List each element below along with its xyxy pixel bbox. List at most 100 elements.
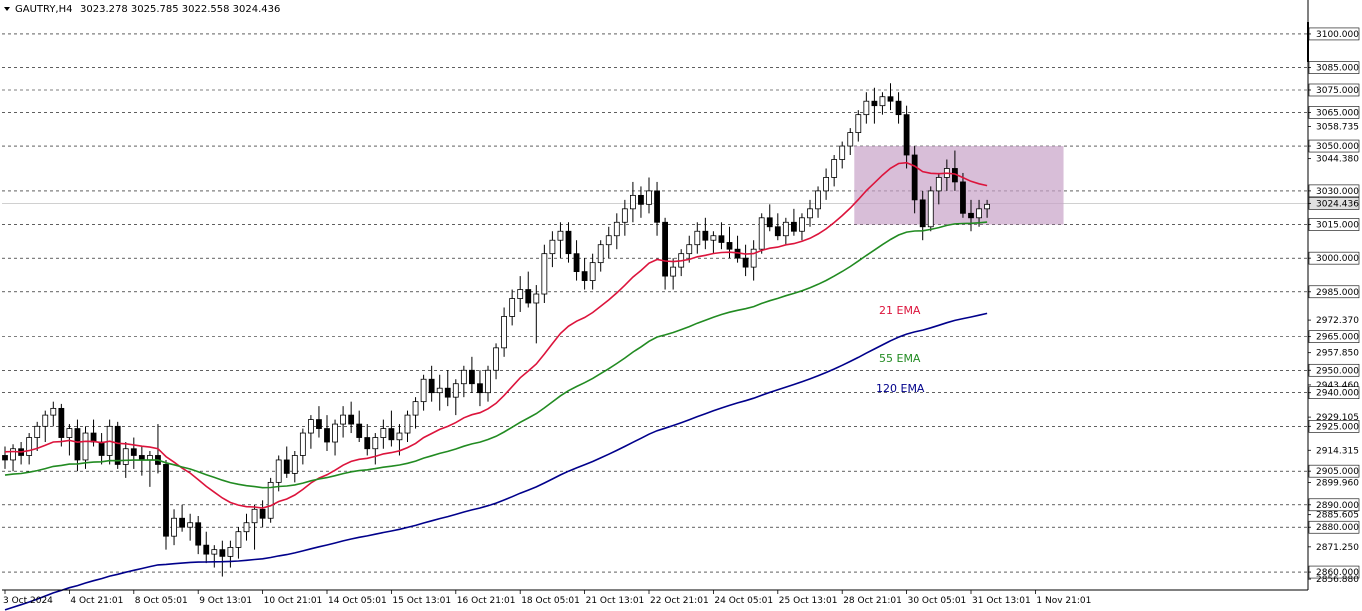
price-tick-label: 2940.000 xyxy=(1316,389,1359,399)
candle-body xyxy=(613,221,620,237)
candle-40 xyxy=(324,415,330,451)
candle-body xyxy=(307,419,314,434)
time-tick-label: 15 Oct 13:01 xyxy=(392,596,451,606)
candle-body xyxy=(565,230,572,255)
candle-body xyxy=(742,257,749,268)
candle-body xyxy=(525,289,532,304)
price-tick-label: 3100.000 xyxy=(1316,30,1359,40)
candle-body xyxy=(468,369,475,385)
candle-body xyxy=(621,208,628,223)
candle-body xyxy=(968,212,974,219)
candle-66 xyxy=(533,285,540,344)
candle-98 xyxy=(791,208,797,236)
price-axis[interactable]: 3100.000 3085.000 3075.000 3065.000 3058.735… xyxy=(2,0,1360,591)
price-tick-label: 2943.460 xyxy=(1316,381,1359,391)
candle-body xyxy=(517,289,524,299)
candle-2 xyxy=(18,442,25,465)
candle-body xyxy=(98,441,105,456)
candle-body xyxy=(291,455,298,474)
candle-42 xyxy=(340,406,347,438)
price-tick-label: 2925.000 xyxy=(1316,422,1359,432)
candle-body xyxy=(364,437,371,450)
zone-rect xyxy=(854,146,1064,225)
candle-80 xyxy=(646,177,652,214)
candle-22 xyxy=(179,504,186,532)
candle-16 xyxy=(130,437,137,469)
candle-body xyxy=(299,432,306,456)
ema21-label: 21 EMA xyxy=(879,304,921,317)
candle-body xyxy=(203,544,210,555)
candle-body xyxy=(541,253,548,295)
candle-18 xyxy=(146,450,153,487)
candle-body xyxy=(324,428,330,443)
candle-14 xyxy=(114,421,121,469)
candle-5 xyxy=(42,410,49,443)
price-tick-label: 2950.000 xyxy=(1316,366,1359,376)
candle-body xyxy=(718,235,725,243)
ohlc-readout: 3023.278 3025.785 3022.558 3024.436 xyxy=(80,4,280,15)
candle-body xyxy=(444,387,451,398)
candle-44 xyxy=(356,410,363,443)
time-tick-label: 21 Oct 13:01 xyxy=(586,596,645,606)
candle-35 xyxy=(283,446,290,478)
candle-62 xyxy=(501,307,508,357)
price-tick-label: 3024.436 xyxy=(1316,199,1359,209)
candle-body xyxy=(122,448,129,465)
candle-91 xyxy=(734,235,741,263)
candle-body xyxy=(589,262,596,281)
candle-body xyxy=(187,522,194,528)
price-tick-label: 2885.605 xyxy=(1316,511,1359,521)
candle-76 xyxy=(613,213,620,250)
candle-body xyxy=(34,425,41,438)
candle-body xyxy=(477,383,483,394)
candle-96 xyxy=(774,213,781,241)
candle-31 xyxy=(251,504,258,550)
candle-body xyxy=(871,100,878,107)
candle-20 xyxy=(163,459,169,550)
candle-65 xyxy=(525,271,532,308)
candle-63 xyxy=(509,289,516,326)
candle-4 xyxy=(34,421,41,451)
candle-body xyxy=(396,432,403,441)
candle-116 xyxy=(935,172,942,205)
price-tick-label: 2957.850 xyxy=(1316,349,1359,359)
candle-body xyxy=(831,159,838,178)
candle-108 xyxy=(871,87,878,124)
time-tick-label: 16 Oct 21:01 xyxy=(457,596,516,606)
candle-81 xyxy=(654,181,660,236)
candle-70 xyxy=(565,222,572,263)
candle-body xyxy=(638,194,644,205)
candle-102 xyxy=(823,168,829,200)
time-axis[interactable]: 3 Oct 2024 4 Oct 21:01 8 Oct 05:01 9 Oct 13… xyxy=(3,590,1091,606)
candle-body xyxy=(919,199,926,228)
candle-7 xyxy=(58,403,65,447)
candle-body xyxy=(460,369,467,385)
candle-101 xyxy=(815,186,821,218)
candle-33 xyxy=(267,477,274,523)
candle-body xyxy=(452,383,459,398)
candle-body xyxy=(646,190,652,205)
time-tick-label: 8 Oct 05:01 xyxy=(135,596,188,606)
candle-6 xyxy=(50,401,57,427)
candle-39 xyxy=(316,406,322,438)
price-tick-label: 2860.000 xyxy=(1316,568,1359,578)
candle-111 xyxy=(895,92,902,124)
price-tick-label: 2856.880 xyxy=(1316,575,1359,585)
candle-68 xyxy=(549,231,556,268)
candle-body xyxy=(10,448,16,461)
candle-body xyxy=(903,114,910,156)
candle-74 xyxy=(597,240,604,272)
candle-body xyxy=(654,190,660,223)
candle-79 xyxy=(638,186,644,218)
chart-header: GAUTRY,H4 3023.278 3025.785 3022.558 302… xyxy=(4,4,280,15)
candle-body xyxy=(823,177,829,192)
candle-body xyxy=(211,549,218,555)
price-tick-label: 2899.960 xyxy=(1316,478,1359,488)
price-tick-label: 3085.000 xyxy=(1316,64,1359,74)
candle-body xyxy=(670,266,677,277)
candle-99 xyxy=(799,213,805,241)
symbol-dropdown-icon[interactable] xyxy=(4,7,10,11)
candle-body xyxy=(388,428,395,441)
candle-37 xyxy=(299,428,306,465)
